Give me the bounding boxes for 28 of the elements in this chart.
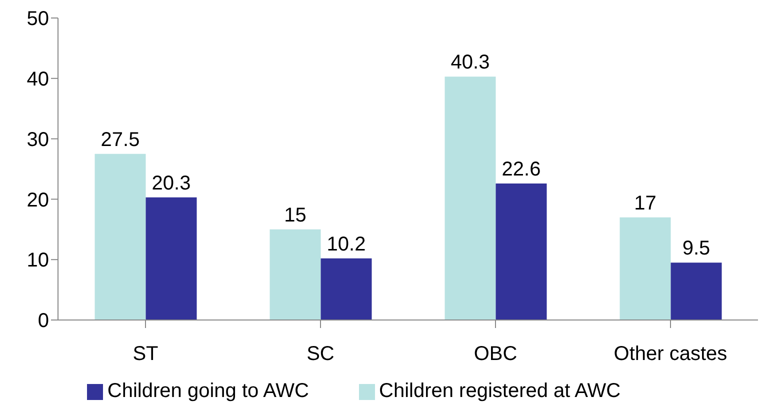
- legend-label: Children registered at AWC: [379, 380, 621, 402]
- data-label: 27.5: [100, 128, 140, 151]
- legend-label: Children going to AWC: [107, 380, 309, 402]
- bar: [146, 197, 197, 320]
- y-tick-label: 50: [26, 8, 49, 30]
- data-label: 10.2: [326, 233, 366, 256]
- bar: [496, 183, 547, 320]
- bar: [670, 262, 722, 320]
- bar: [620, 217, 671, 320]
- data-label: 20.3: [152, 172, 191, 194]
- bar: [94, 154, 146, 320]
- y-tick-label: 10: [26, 250, 49, 272]
- x-tick-label: ST: [132, 343, 158, 366]
- data-label: 17: [634, 192, 656, 214]
- bar: [270, 229, 321, 320]
- y-tick-label: 40: [26, 68, 49, 90]
- data-label: 9.5: [682, 238, 710, 260]
- data-label: 22.6: [502, 158, 541, 180]
- bar: [320, 258, 372, 320]
- bar: [444, 76, 496, 320]
- x-tick-label: OBC: [474, 343, 518, 366]
- y-tick-label: 30: [26, 128, 49, 151]
- data-label: 40.3: [450, 52, 490, 74]
- data-label: 15: [284, 204, 306, 226]
- x-tick-label: Other castes: [614, 343, 728, 366]
- y-tick-label: 0: [38, 310, 49, 332]
- y-tick-label: 20: [26, 189, 49, 212]
- x-tick-label: SC: [306, 343, 334, 366]
